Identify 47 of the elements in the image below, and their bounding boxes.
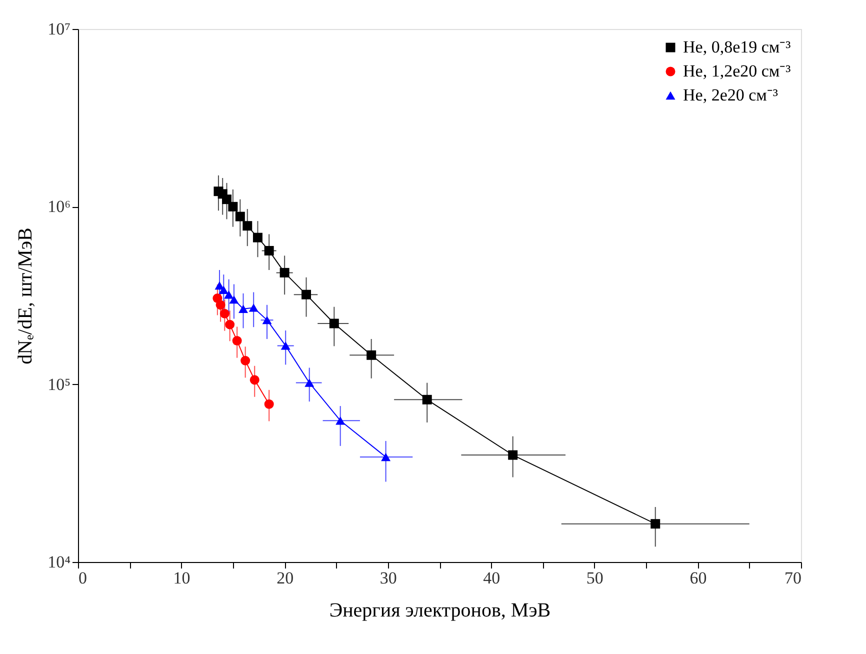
point: [240, 356, 250, 366]
point: [280, 268, 290, 278]
point: [381, 452, 391, 462]
point: [222, 194, 232, 204]
point: [235, 212, 245, 222]
point: [329, 318, 339, 328]
point: [220, 308, 230, 318]
point: [229, 295, 239, 304]
point: [302, 290, 312, 300]
x-tick-label: 30: [380, 568, 397, 588]
point: [232, 336, 242, 346]
point: [225, 320, 235, 330]
point: [252, 232, 262, 242]
x-axis-title: Энергия электронов, МэВ: [329, 600, 551, 622]
point: [264, 399, 274, 409]
point: [228, 202, 238, 212]
point: [336, 416, 346, 425]
point: [218, 286, 228, 294]
x-tick-label: 60: [690, 568, 707, 588]
point: [280, 342, 290, 350]
point: [422, 394, 432, 404]
point: [242, 221, 252, 231]
y-axis-title: dNₑ/dE, шт/МэВ: [14, 228, 37, 364]
point: [216, 300, 226, 310]
x-tick-label: 40: [483, 568, 500, 588]
y-tick-label: 10⁵: [48, 374, 71, 394]
x-tick-label: 10: [173, 568, 190, 588]
point: [248, 304, 258, 312]
y-tick-label: 10⁷: [48, 20, 71, 38]
point: [250, 375, 260, 385]
point: [304, 378, 314, 387]
point: [264, 246, 274, 256]
point: [224, 290, 234, 299]
point: [238, 304, 248, 313]
legend-label: He, 1,2e20 см⁻³: [683, 62, 791, 80]
y-tick-label: 10⁶: [48, 197, 71, 216]
x-tick-label: 20: [276, 568, 294, 588]
legend-label: He, 0,8e19 см⁻³: [683, 38, 791, 56]
legend-label: He, 2e20 см⁻³: [683, 86, 778, 104]
x-tick-label: 50: [586, 568, 604, 588]
point: [508, 450, 518, 460]
point: [366, 350, 376, 360]
y-tick-label: 10⁴: [48, 552, 71, 572]
x-tick-label: 70: [784, 568, 802, 588]
point: [262, 316, 272, 324]
x-tick-label: 0: [78, 568, 87, 588]
point: [650, 519, 660, 529]
